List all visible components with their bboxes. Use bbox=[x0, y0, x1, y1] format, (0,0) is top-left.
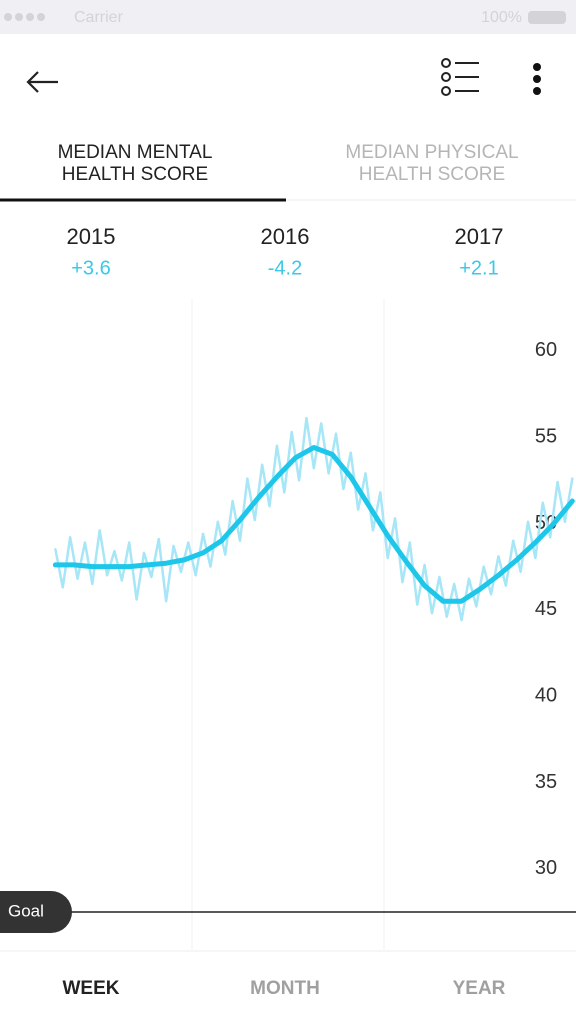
tab-label: MEDIAN MENTAL bbox=[58, 142, 213, 163]
period-tab[interactable]: YEAR bbox=[453, 978, 506, 999]
battery-text: 100% bbox=[481, 9, 522, 26]
menu-button[interactable] bbox=[533, 63, 541, 95]
y-tick-label: 40 bbox=[535, 684, 557, 706]
status-bar bbox=[0, 0, 576, 34]
year-label: 2017 bbox=[455, 224, 504, 249]
tab-physical[interactable]: MEDIAN PHYSICAL HEALTH SCORE bbox=[345, 142, 518, 185]
carrier: Carrier bbox=[74, 9, 124, 26]
goal-pill bbox=[0, 891, 72, 934]
raw-line bbox=[54, 416, 574, 622]
tab-mental[interactable]: MEDIAN MENTAL HEALTH SCORE bbox=[58, 142, 213, 185]
period-tab[interactable]: WEEK bbox=[63, 978, 120, 999]
year-change: -4.2 bbox=[268, 257, 302, 279]
y-tick-label: 55 bbox=[535, 425, 557, 447]
tab-label: HEALTH SCORE bbox=[359, 164, 505, 185]
signal bbox=[4, 13, 45, 21]
trend-line bbox=[52, 445, 575, 604]
y-tick-label: 35 bbox=[535, 771, 557, 793]
y-tick-label: 45 bbox=[535, 598, 557, 620]
year-label: 2015 bbox=[67, 224, 116, 249]
list-button[interactable] bbox=[441, 58, 479, 96]
tab-label: MEDIAN PHYSICAL bbox=[345, 142, 518, 163]
battery-icon bbox=[528, 11, 566, 24]
goal-label: Goal bbox=[8, 901, 44, 920]
tab-label: HEALTH SCORE bbox=[62, 164, 208, 185]
back-button[interactable] bbox=[26, 71, 58, 93]
period-tab[interactable]: MONTH bbox=[250, 978, 320, 999]
year-label: 2016 bbox=[261, 224, 310, 249]
year-change: +3.6 bbox=[71, 257, 110, 279]
year-change: +2.1 bbox=[459, 257, 498, 279]
y-tick-label: 30 bbox=[535, 857, 557, 879]
y-tick-label: 60 bbox=[535, 339, 557, 361]
